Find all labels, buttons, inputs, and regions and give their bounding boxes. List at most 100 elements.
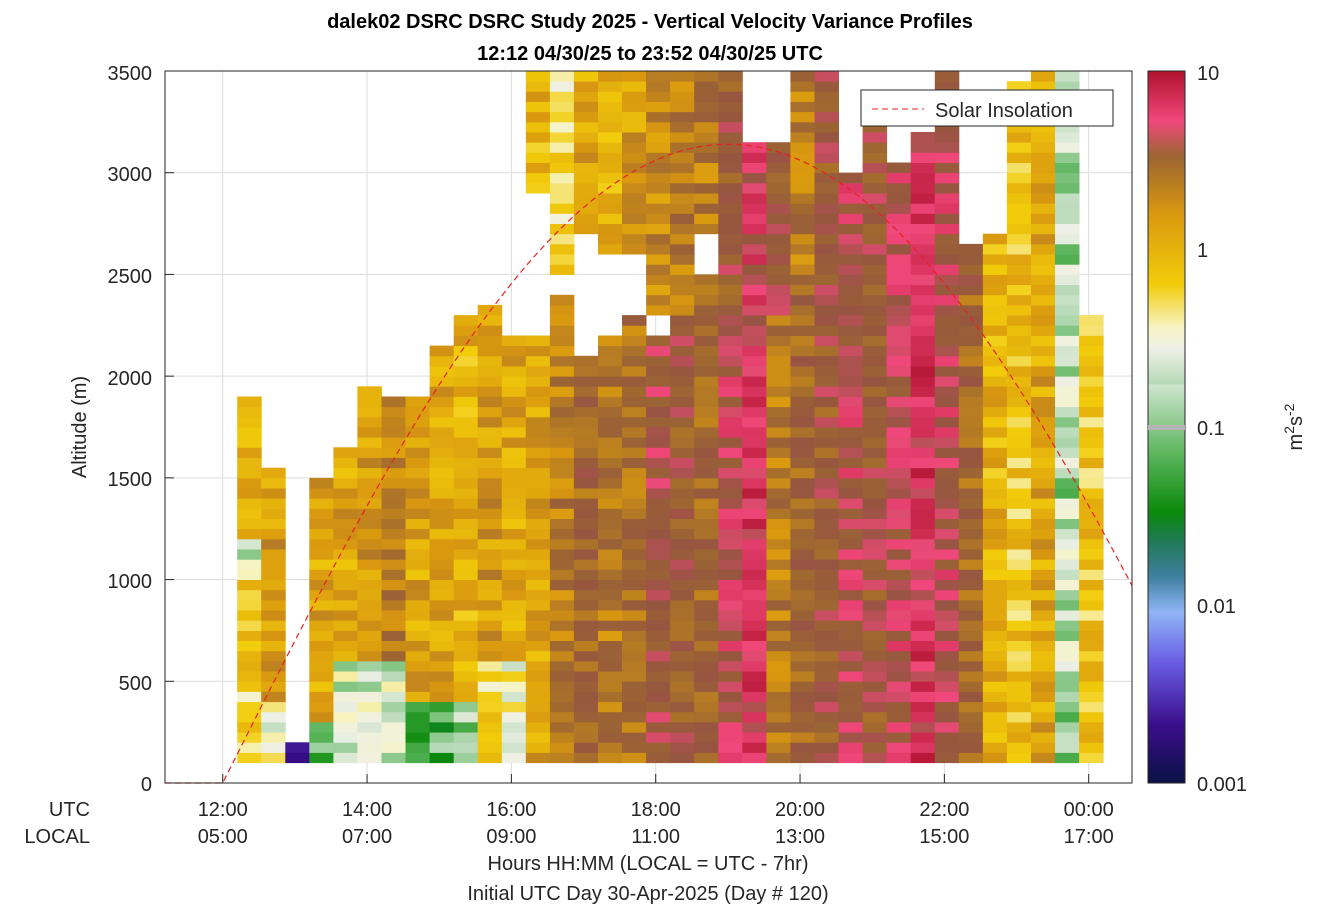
heatmap-cell bbox=[598, 132, 623, 143]
heatmap-cell bbox=[1006, 589, 1032, 601]
heatmap-cell bbox=[646, 579, 671, 591]
heatmap-cell bbox=[646, 243, 671, 255]
heatmap-cell bbox=[766, 681, 791, 692]
heatmap-cell bbox=[838, 325, 863, 336]
heatmap-cell bbox=[886, 182, 912, 194]
heatmap-cell bbox=[1006, 304, 1032, 316]
heatmap-cell bbox=[886, 233, 912, 245]
heatmap-cell bbox=[525, 701, 551, 713]
heatmap-cell bbox=[429, 355, 455, 367]
heatmap-cell bbox=[766, 416, 791, 428]
heatmap-cell bbox=[1006, 335, 1032, 347]
heatmap-cell bbox=[573, 589, 599, 601]
heatmap-cell bbox=[1006, 447, 1032, 458]
heatmap-cell bbox=[381, 691, 406, 703]
heatmap-cell bbox=[549, 722, 575, 733]
heatmap-cell bbox=[766, 467, 791, 479]
heatmap-cell bbox=[646, 610, 671, 621]
heatmap-cell bbox=[694, 172, 719, 184]
heatmap-cell bbox=[1031, 213, 1056, 224]
heatmap-cell bbox=[622, 101, 647, 113]
heatmap-cell bbox=[790, 315, 815, 326]
heatmap-cell bbox=[549, 376, 575, 387]
heatmap-cell bbox=[381, 640, 406, 652]
heatmap-cell bbox=[646, 366, 671, 377]
heatmap-cell bbox=[934, 742, 960, 753]
heatmap-cell bbox=[525, 162, 551, 174]
heatmap-cell bbox=[982, 528, 1008, 540]
heatmap-cell bbox=[549, 559, 575, 570]
heatmap-cell bbox=[958, 732, 984, 743]
heatmap-cell bbox=[670, 437, 695, 448]
heatmap-cell bbox=[501, 457, 527, 469]
colorbar-label: m2s-2 bbox=[1281, 403, 1307, 450]
heatmap-cell bbox=[790, 91, 815, 102]
heatmap-cell bbox=[525, 467, 551, 479]
heatmap-cell bbox=[838, 294, 863, 306]
heatmap-cell bbox=[934, 142, 960, 153]
heatmap-cell bbox=[525, 620, 551, 631]
heatmap-cell bbox=[598, 386, 623, 397]
heatmap-cell bbox=[622, 111, 647, 123]
heatmap-cell bbox=[573, 223, 599, 235]
heatmap-cell bbox=[694, 376, 719, 387]
heatmap-cell bbox=[934, 477, 960, 489]
heatmap-cell bbox=[886, 193, 912, 204]
heatmap-cell bbox=[1079, 406, 1104, 418]
heatmap-cell bbox=[357, 538, 382, 550]
heatmap-cell bbox=[910, 132, 936, 143]
heatmap-cell bbox=[790, 732, 815, 743]
heatmap-cell bbox=[958, 681, 984, 692]
heatmap-cell bbox=[237, 691, 262, 703]
heatmap-cell bbox=[910, 518, 936, 530]
heatmap-cell bbox=[646, 335, 671, 347]
heatmap-cell bbox=[525, 599, 551, 611]
heatmap-cell bbox=[718, 650, 743, 662]
heatmap-cell bbox=[309, 599, 334, 611]
heatmap-cell bbox=[814, 172, 839, 184]
heatmap-cell bbox=[1055, 416, 1080, 428]
heatmap-cell bbox=[598, 233, 623, 245]
heatmap-cell bbox=[646, 620, 671, 631]
heatmap-cell bbox=[477, 498, 503, 509]
heatmap-cell bbox=[790, 355, 815, 367]
heatmap-cell bbox=[1055, 640, 1080, 652]
heatmap-cell bbox=[958, 254, 984, 265]
heatmap-cell bbox=[1055, 620, 1080, 631]
heatmap-cell bbox=[453, 386, 479, 397]
heatmap-cell bbox=[549, 569, 575, 580]
heatmap-cell bbox=[862, 549, 888, 560]
x-axis-label-day: Initial UTC Day 30-Apr-2025 (Day # 120) bbox=[467, 883, 828, 905]
heatmap-cell bbox=[958, 579, 984, 591]
plot-area bbox=[164, 70, 1133, 784]
heatmap-cell bbox=[862, 416, 888, 428]
heatmap-cell bbox=[982, 508, 1008, 519]
heatmap-cell bbox=[862, 223, 888, 235]
heatmap-cell bbox=[549, 243, 575, 255]
heatmap-cell bbox=[718, 203, 743, 214]
heatmap-cell bbox=[766, 193, 791, 204]
heatmap-cell bbox=[958, 416, 984, 428]
heatmap-cell bbox=[1055, 559, 1080, 570]
heatmap-cell bbox=[549, 396, 575, 408]
heatmap-cell bbox=[309, 640, 334, 652]
heatmap-cell bbox=[1006, 701, 1032, 713]
heatmap-cell bbox=[958, 477, 984, 489]
heatmap-cell bbox=[453, 559, 479, 570]
heatmap-cell bbox=[501, 355, 527, 367]
heatmap-cell bbox=[261, 498, 286, 509]
heatmap-cell bbox=[670, 447, 695, 458]
heatmap-cell bbox=[982, 243, 1008, 255]
heatmap-cell bbox=[934, 722, 960, 733]
heatmap-cell bbox=[886, 569, 912, 580]
heatmap-cell bbox=[429, 437, 455, 448]
heatmap-cell bbox=[381, 660, 406, 672]
heatmap-cell bbox=[1006, 264, 1032, 275]
heatmap-cell bbox=[838, 335, 863, 347]
heatmap-cell bbox=[670, 193, 695, 204]
heatmap-cell bbox=[694, 406, 719, 418]
heatmap-cell bbox=[886, 518, 912, 530]
heatmap-cell bbox=[862, 732, 888, 743]
heatmap-cell bbox=[862, 691, 888, 703]
heatmap-cell bbox=[982, 599, 1008, 611]
